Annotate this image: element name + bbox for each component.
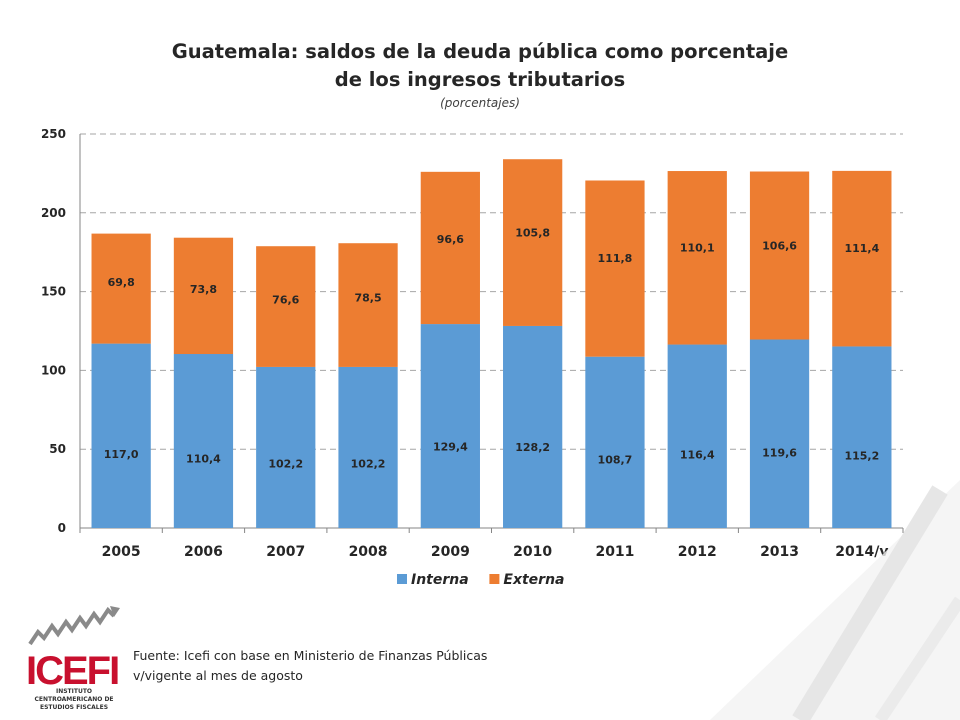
logo-arrow-head [110, 606, 120, 617]
legend: Interna Externa [397, 572, 565, 588]
bar-interna-2013 [749, 339, 810, 528]
data-label-externa: 106,6 [762, 239, 797, 252]
bar-externa-2013 [749, 171, 810, 340]
legend-swatch-externa [489, 574, 500, 584]
bar-interna-2007 [256, 366, 316, 528]
bar-externa-2012 [667, 171, 727, 345]
x-tick-label: 2007 [266, 544, 305, 560]
data-label-externa: 96,6 [437, 233, 464, 246]
data-label-externa: 110,1 [680, 241, 715, 254]
data-label-interna: 108,7 [598, 453, 633, 466]
validity-note: v/vigente al mes de agosto [133, 668, 303, 683]
bar-externa-2009 [420, 171, 480, 325]
data-label-interna: 115,2 [844, 449, 879, 462]
data-label-interna: 116,4 [680, 449, 715, 462]
bar-externa-2010 [503, 159, 563, 326]
logo-subtitle: INSTITUTO CENTROAMERICANO DE ESTUDIOS FI… [34, 688, 114, 711]
data-label-externa: 73,8 [190, 283, 217, 296]
legend-swatch-interna [397, 574, 407, 584]
data-label-interna: 119,6 [762, 447, 797, 460]
icefi-logo: ICEFI [24, 606, 124, 694]
data-label-interna: 110,4 [186, 452, 221, 465]
chart-footer: Fuente: Icefi con base en Ministerio de … [133, 646, 487, 686]
data-label-interna: 102,2 [268, 458, 303, 471]
chart-title: Guatemala: saldos de la deuda pública co… [171, 40, 789, 91]
legend-label-interna: Interna [411, 572, 469, 588]
data-label-interna: 128,2 [515, 441, 550, 454]
x-tick-label: 2005 [102, 544, 141, 560]
data-label-interna: 117,0 [104, 448, 139, 461]
data-label-externa: 111,8 [598, 252, 633, 265]
bar-interna-2008 [338, 366, 398, 528]
bars [91, 159, 892, 528]
bar-interna-2010 [503, 325, 563, 528]
bar-externa-2008 [338, 243, 398, 367]
x-tick-label: 2011 [595, 544, 634, 560]
x-tick-label: 2010 [513, 544, 552, 560]
axes: 0 50 100 150 200 250 2005 2006 2007 2008 2009 2010 2… [41, 127, 904, 560]
logo-zigzag [28, 606, 116, 646]
x-tick-label: 2013 [760, 544, 799, 560]
bar-externa-2007 [256, 246, 316, 367]
legend-label-externa: Externa [503, 572, 564, 588]
chart-title-block: Guatemala: saldos de la deuda pública co… [130, 38, 830, 110]
chart-subtitle: (porcentajes) [440, 96, 520, 110]
x-tick-label: 2006 [184, 544, 223, 560]
data-label-interna: 102,2 [351, 458, 386, 471]
y-tick-label: 150 [41, 285, 66, 299]
y-tick-label: 0 [58, 521, 66, 535]
y-tick-label: 100 [41, 363, 66, 377]
x-tick-label: 2014/v [835, 544, 888, 560]
data-label-interna: 129,4 [433, 440, 468, 453]
data-label-externa: 111,4 [844, 242, 879, 255]
y-tick-label: 50 [49, 442, 66, 456]
bar-externa-2006 [173, 237, 234, 355]
y-tick-label: 200 [41, 206, 66, 220]
bar-interna-2012 [667, 344, 727, 528]
bar-interna-2006 [173, 354, 234, 528]
source-note: Fuente: Icefi con base en Ministerio de … [133, 648, 488, 663]
bar-labels: 117,0 69,8 110,4 73,8 102,2 76,6 102,2 78,5 129,… [104, 227, 880, 471]
bar-interna-2011 [585, 356, 645, 528]
data-label-externa: 78,5 [354, 292, 381, 305]
x-tick-label: 2009 [431, 544, 470, 560]
data-label-externa: 105,8 [515, 227, 550, 240]
data-label-externa: 76,6 [272, 293, 299, 306]
bar-externa-2005 [91, 233, 151, 344]
data-label-externa: 69,8 [108, 276, 135, 289]
x-tick-label: 2008 [349, 544, 388, 560]
x-tick-label: 2012 [678, 544, 717, 560]
bar-externa-2011 [585, 180, 645, 357]
bar-interna-2005 [91, 343, 151, 528]
bar-externa-2014/v [832, 170, 892, 347]
logo-wordmark: ICEFI [26, 649, 118, 690]
corner-decoration [710, 480, 960, 720]
bar-interna-2014/v [832, 346, 892, 528]
bar-interna-2009 [420, 324, 480, 528]
y-tick-label: 250 [41, 127, 66, 141]
